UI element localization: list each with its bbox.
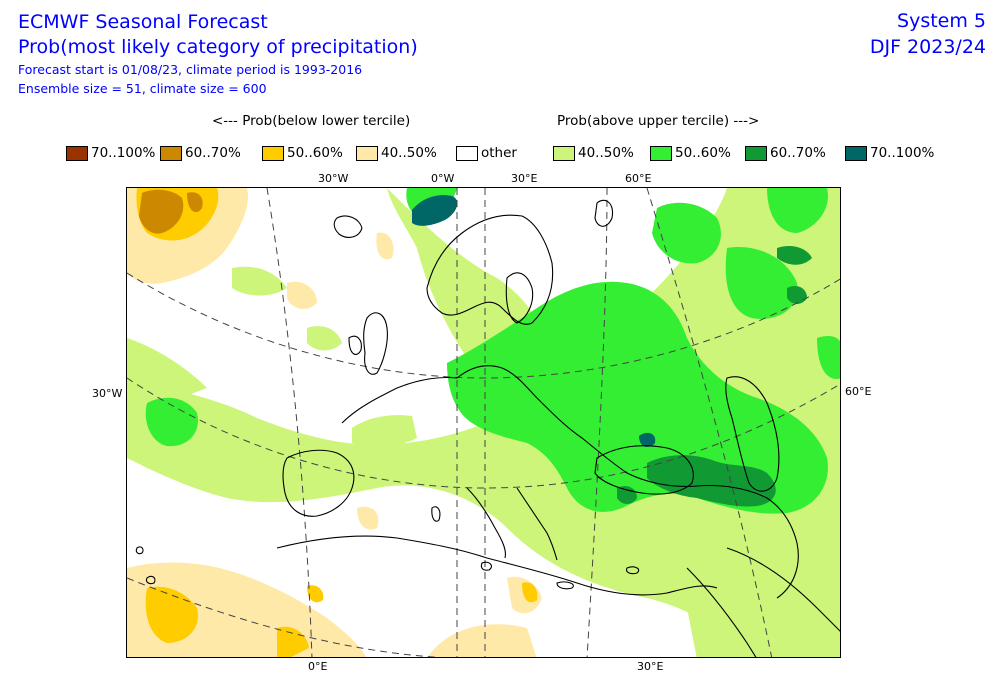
grid-label-right-60e: 60°E — [845, 385, 872, 398]
legend-item: 60..70% — [745, 145, 826, 161]
map-panel — [126, 187, 841, 658]
legend-swatch — [845, 145, 867, 161]
legend-label: 50..60% — [675, 145, 731, 161]
legend-label: 40..50% — [381, 145, 437, 161]
legend-swatch — [745, 145, 767, 161]
legend-swatch — [650, 145, 672, 161]
legend-label: 60..70% — [185, 145, 241, 161]
grid-label-top-30e: 30°E — [511, 172, 538, 185]
legend-label: 60..70% — [770, 145, 826, 161]
legend-label: other — [481, 145, 517, 161]
below-60-70-region — [139, 189, 203, 234]
coastlines — [135, 199, 840, 657]
legend-swatch — [553, 145, 575, 161]
legend: 70..100% 60..70% 50..60% 40..50% other 40..50… — [0, 145, 1000, 163]
grid-label-bottom-0e: 0°E — [308, 660, 328, 673]
title-block: ECMWF Seasonal Forecast Prob(most likely… — [18, 10, 418, 98]
legend-above-header: Prob(above upper tercile) ---> — [557, 113, 760, 129]
ensemble-info: Ensemble size = 51, climate size = 600 — [18, 81, 267, 96]
legend-label: 40..50% — [578, 145, 634, 161]
legend-item: 40..50% — [356, 145, 437, 161]
legend-label: 70..100% — [870, 145, 935, 161]
legend-swatch — [66, 145, 88, 161]
legend-item: other — [456, 145, 517, 161]
above-70-100-region — [412, 195, 656, 448]
grid-label-top-0w: 0°W — [431, 172, 455, 185]
chart-subtitle: Prob(most likely category of precipitati… — [18, 36, 418, 58]
probability-map — [127, 188, 840, 657]
season-label: DJF 2023/24 — [869, 36, 986, 58]
legend-item: 50..60% — [262, 145, 343, 161]
legend-swatch — [160, 145, 182, 161]
legend-item: 70..100% — [66, 145, 155, 161]
legend-swatch — [456, 145, 478, 161]
legend-swatch — [356, 145, 378, 161]
legend-swatch — [262, 145, 284, 161]
system-name: System 5 — [897, 10, 986, 32]
grid-label-top-30w: 30°W — [318, 172, 349, 185]
above-50-60-region — [145, 188, 840, 514]
forecast-info: Forecast start is 01/08/23, climate peri… — [18, 62, 363, 77]
legend-item: 60..70% — [160, 145, 241, 161]
legend-item: 50..60% — [650, 145, 731, 161]
map-grid — [127, 188, 840, 657]
grid-label-top-60e: 60°E — [625, 172, 652, 185]
legend-label: 50..60% — [287, 145, 343, 161]
legend-label: 70..100% — [91, 145, 156, 161]
system-block: System 5 DJF 2023/24 — [870, 8, 986, 60]
grid-label-bottom-30e: 30°E — [637, 660, 664, 673]
legend-below-header: <--- Prob(below lower tercile) — [212, 113, 411, 129]
above-60-70-region — [617, 246, 812, 507]
chart-title: ECMWF Seasonal Forecast — [18, 11, 268, 33]
grid-label-left-30w: 30°W — [92, 387, 123, 400]
legend-item: 40..50% — [553, 145, 634, 161]
legend-item: 70..100% — [845, 145, 934, 161]
